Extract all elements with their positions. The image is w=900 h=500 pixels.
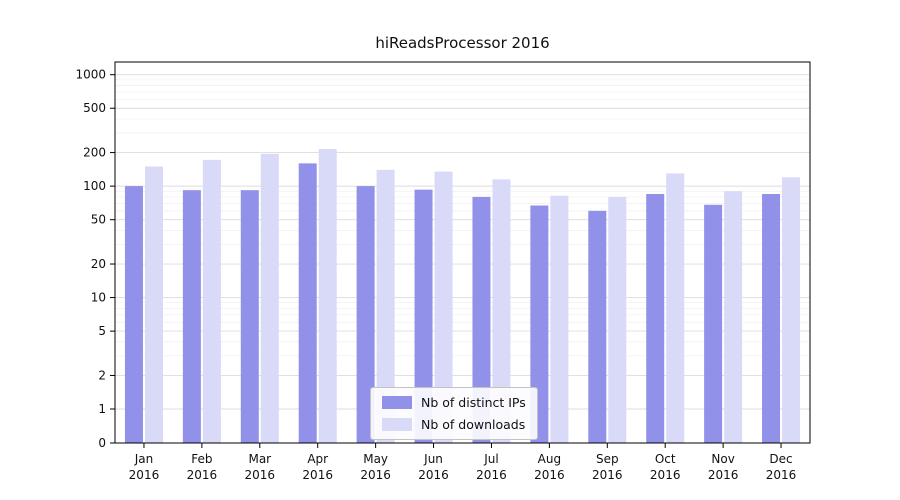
y-tick-label: 1000 <box>75 68 106 82</box>
bar-distinct-ips <box>182 190 201 443</box>
x-tick-label-year: 2016 <box>245 468 276 482</box>
bar-downloads <box>376 169 395 444</box>
chart-title: hiReadsProcessor 2016 <box>375 34 550 52</box>
x-tick-label-year: 2016 <box>592 468 623 482</box>
bar-distinct-ips <box>356 186 375 443</box>
x-tick-label-month: Apr <box>307 452 328 466</box>
legend-item-downloads: Nb of downloads <box>382 417 526 432</box>
x-tick-label-year: 2016 <box>187 468 218 482</box>
bar-downloads <box>608 196 627 443</box>
x-tick-label-year: 2016 <box>708 468 739 482</box>
bar-distinct-ips <box>414 189 433 443</box>
y-tick-label: 100 <box>83 179 106 193</box>
y-tick-label: 1 <box>98 402 106 416</box>
bar-distinct-ips <box>646 193 665 443</box>
x-tick-label-month: Jul <box>483 452 498 466</box>
x-tick-label-year: 2016 <box>534 468 565 482</box>
bar-distinct-ips <box>704 204 723 443</box>
bar-distinct-ips <box>762 193 781 443</box>
bar-downloads <box>782 177 801 443</box>
x-tick-label-year: 2016 <box>360 468 391 482</box>
y-tick-label: 0 <box>98 436 106 450</box>
bar-downloads <box>202 159 221 443</box>
x-tick-label-month: Feb <box>191 452 212 466</box>
legend-swatch-downloads <box>382 418 412 431</box>
bar-downloads <box>666 173 685 443</box>
bar-downloads <box>434 171 453 443</box>
y-tick-label: 10 <box>91 291 106 305</box>
x-tick-label-year: 2016 <box>766 468 797 482</box>
x-tick-label-month: Dec <box>769 452 792 466</box>
bar-downloads <box>318 149 337 443</box>
x-tick-label-year: 2016 <box>650 468 681 482</box>
y-tick-label: 2 <box>98 368 106 382</box>
y-tick-label: 500 <box>83 101 106 115</box>
x-tick-label-year: 2016 <box>476 468 507 482</box>
x-tick-label-month: Mar <box>248 452 271 466</box>
y-tick-label: 20 <box>91 257 106 271</box>
plot-border <box>114 61 811 444</box>
bar-distinct-ips <box>124 186 143 443</box>
bar-downloads <box>550 195 569 443</box>
x-tick-label-year: 2016 <box>302 468 333 482</box>
bar-distinct-ips <box>530 205 549 443</box>
x-tick-label-month: Aug <box>538 452 561 466</box>
legend: Nb of distinct IPs Nb of downloads <box>370 387 538 440</box>
x-tick-label-month: Nov <box>711 452 734 466</box>
x-tick-label-month: May <box>363 452 388 466</box>
bar-distinct-ips <box>240 190 259 443</box>
legend-label-distinct-ips: Nb of distinct IPs <box>421 395 526 410</box>
bar-downloads <box>492 179 511 443</box>
x-tick-label-month: Sep <box>596 452 619 466</box>
x-tick-label-month: Jun <box>423 452 443 466</box>
bar-distinct-ips <box>298 163 317 443</box>
x-tick-label-year: 2016 <box>418 468 449 482</box>
legend-item-distinct-ips: Nb of distinct IPs <box>382 395 526 410</box>
x-tick-label-month: Oct <box>655 452 676 466</box>
x-tick-label-year: 2016 <box>129 468 160 482</box>
bar-downloads <box>724 191 743 443</box>
bar-distinct-ips <box>472 196 491 443</box>
bar-downloads <box>144 166 163 444</box>
x-tick-label-month: Jan <box>134 452 154 466</box>
legend-label-downloads: Nb of downloads <box>421 417 526 432</box>
y-tick-label: 200 <box>83 146 106 160</box>
y-tick-label: 50 <box>91 213 106 227</box>
legend-swatch-distinct-ips <box>382 396 412 409</box>
bar-distinct-ips <box>588 210 607 443</box>
bar-downloads <box>260 153 279 444</box>
y-tick-label: 5 <box>98 324 106 338</box>
